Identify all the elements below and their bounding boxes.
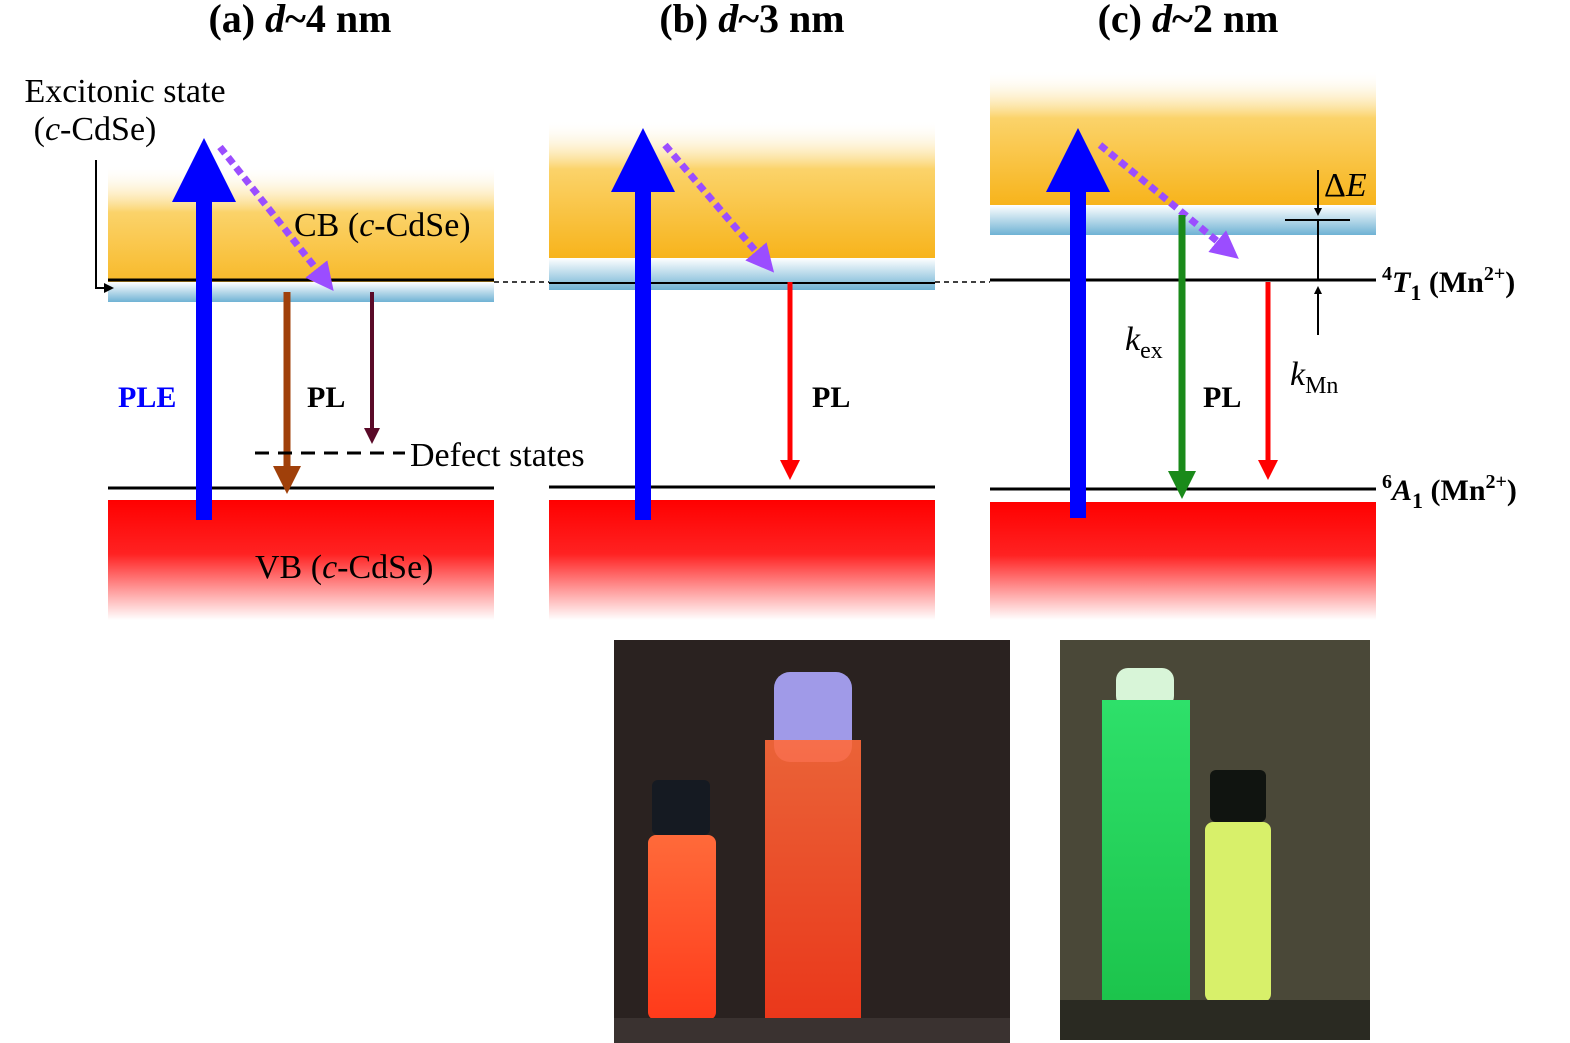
panel-title: (a) d~4 nm xyxy=(208,0,391,41)
cuvette xyxy=(1102,700,1190,1000)
valence-band xyxy=(990,502,1376,620)
photo-c xyxy=(1060,640,1370,1040)
panel-titles: (a) d~4 nm (b) d~3 nm (c) d~2 nm xyxy=(208,0,1278,41)
kmn-label: kMn xyxy=(1290,356,1338,399)
defect-label: Defect states xyxy=(410,437,585,474)
pl-label: PL xyxy=(812,381,850,414)
photo-floor xyxy=(1060,1000,1370,1040)
delta-e-label: ΔE xyxy=(1324,167,1367,204)
pl-label: PL xyxy=(307,381,345,414)
vial xyxy=(648,835,716,1020)
pointer-head xyxy=(104,283,114,293)
panel-b: PL xyxy=(549,120,935,620)
cuvette xyxy=(765,740,861,1020)
excitonic-strip xyxy=(549,258,935,290)
cuvette-cap xyxy=(774,672,852,762)
cb-label: CB (c-CdSe) xyxy=(294,207,471,244)
vial-cap xyxy=(652,780,710,835)
photo-floor xyxy=(614,1018,1010,1043)
excitonic-label: (c-CdSe) xyxy=(34,111,157,148)
excitonic-label: Excitonic state xyxy=(24,73,225,110)
valence-band xyxy=(549,500,935,620)
level-4t1-label: 4T1 (Mn2+) xyxy=(1382,263,1515,305)
kex-label: kex xyxy=(1125,321,1163,364)
relaxation-arrow xyxy=(217,144,334,291)
level-6a1-label: 6A1 (Mn2+) xyxy=(1382,471,1517,513)
panel-a: Excitonic state (c-CdSe) CB (c-CdSe) VB … xyxy=(24,73,585,620)
vb-label: VB (c-CdSe) xyxy=(255,549,433,586)
vial xyxy=(1205,822,1271,1002)
cuvette-cap xyxy=(1116,668,1174,708)
panel-title: (b) d~3 nm xyxy=(659,0,844,41)
pl-label: PL xyxy=(1203,381,1241,414)
relaxation-arrow xyxy=(1097,142,1239,259)
panel-c: ΔE kex PL kMn 4T1 (Mn2+) 6A1 (Mn2+) xyxy=(990,70,1517,620)
vial-cap xyxy=(1210,770,1266,822)
excitonic-strip xyxy=(108,282,494,302)
panel-title: (c) d~2 nm xyxy=(1098,0,1279,41)
photo-b xyxy=(614,640,1010,1043)
valence-band xyxy=(108,500,494,620)
ple-label: PLE xyxy=(118,381,176,414)
